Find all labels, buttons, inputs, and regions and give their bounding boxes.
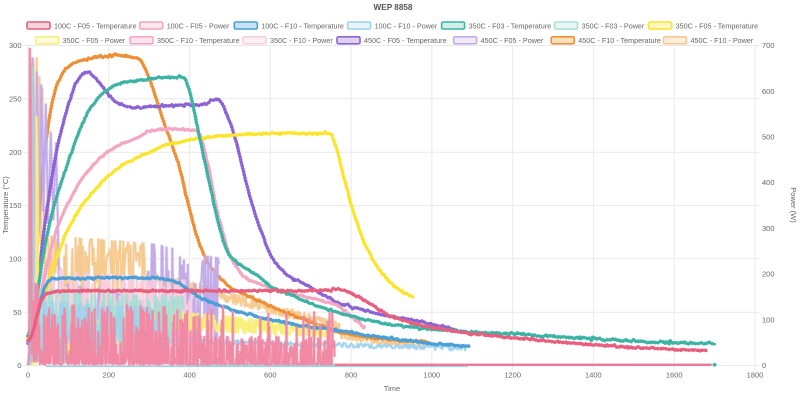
- svg-text:200: 200: [762, 270, 775, 279]
- svg-text:1600: 1600: [666, 371, 683, 380]
- svg-text:0: 0: [26, 371, 30, 380]
- svg-text:1800: 1800: [747, 371, 764, 380]
- svg-text:100C - F10 - Temperature: 100C - F10 - Temperature: [261, 21, 344, 30]
- svg-text:Time: Time: [384, 384, 400, 393]
- svg-text:WEP 8858: WEP 8858: [374, 3, 413, 12]
- svg-text:350C - F05 - Temperature: 350C - F05 - Temperature: [676, 21, 759, 30]
- svg-text:450C - F10 - Temperature: 450C - F10 - Temperature: [578, 36, 661, 45]
- svg-text:150: 150: [9, 201, 22, 210]
- svg-text:350C - F10 - Temperature: 350C - F10 - Temperature: [157, 36, 240, 45]
- svg-text:100C - F05 - Power: 100C - F05 - Power: [167, 21, 230, 30]
- svg-text:100: 100: [9, 254, 22, 263]
- svg-text:350C - F03 - Power: 350C - F03 - Power: [582, 21, 645, 30]
- svg-text:400: 400: [183, 371, 196, 380]
- svg-text:350C - F10 - Power: 350C - F10 - Power: [270, 36, 333, 45]
- svg-text:1400: 1400: [585, 371, 602, 380]
- svg-text:700: 700: [762, 41, 775, 50]
- svg-text:450C - F10 - Power: 450C - F10 - Power: [691, 36, 754, 45]
- svg-text:600: 600: [264, 371, 277, 380]
- svg-text:800: 800: [345, 371, 358, 380]
- svg-text:1200: 1200: [504, 371, 521, 380]
- svg-text:100C - F10 - Power: 100C - F10 - Power: [375, 21, 438, 30]
- svg-text:300: 300: [9, 41, 22, 50]
- svg-text:600: 600: [762, 87, 775, 96]
- svg-text:0: 0: [762, 361, 766, 370]
- svg-text:450C - F05 - Power: 450C - F05 - Power: [481, 36, 544, 45]
- svg-text:450C - F05 - Temperature: 450C - F05 - Temperature: [364, 36, 447, 45]
- svg-text:400: 400: [762, 178, 775, 187]
- svg-text:Power (W): Power (W): [789, 187, 798, 223]
- svg-text:250: 250: [9, 94, 22, 103]
- svg-text:100: 100: [762, 315, 775, 324]
- svg-text:200: 200: [9, 148, 22, 157]
- svg-text:0: 0: [17, 361, 21, 370]
- svg-text:100C - F05 - Temperature: 100C - F05 - Temperature: [54, 21, 137, 30]
- svg-text:200: 200: [103, 371, 116, 380]
- svg-text:Temperature (°C): Temperature (°C): [1, 176, 10, 234]
- svg-text:300: 300: [762, 224, 775, 233]
- svg-text:350C - F05 - Power: 350C - F05 - Power: [63, 36, 126, 45]
- svg-text:350C - F03 - Temperature: 350C - F03 - Temperature: [469, 21, 552, 30]
- svg-text:1000: 1000: [424, 371, 441, 380]
- svg-text:500: 500: [762, 133, 775, 142]
- svg-text:50: 50: [13, 308, 21, 317]
